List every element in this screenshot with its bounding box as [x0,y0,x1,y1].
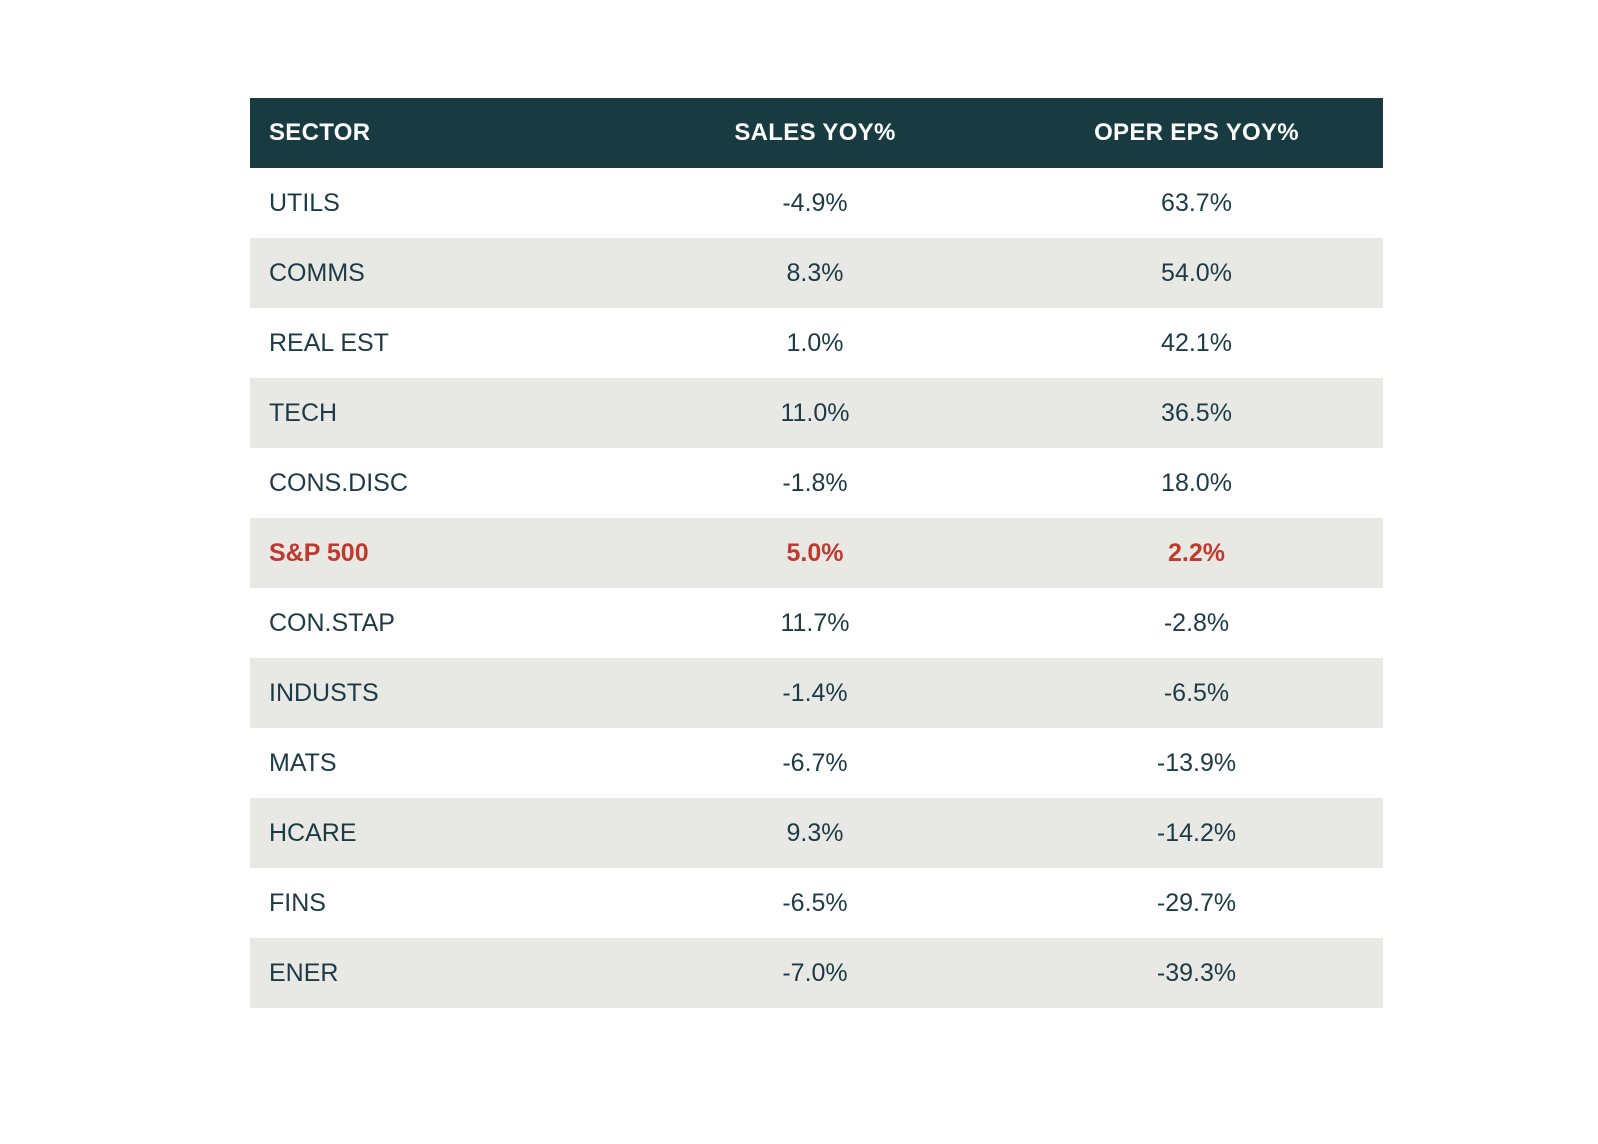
oper-eps-yoy-cell: -29.7% [1156,888,1237,917]
sales-yoy-cell: -6.7% [782,748,848,777]
table-row: REAL EST 1.0% 42.1% [250,308,1383,378]
table-header-row: SECTOR SALES YOY% OPER EPS YOY% [250,98,1383,168]
oper-eps-yoy-cell: 2.2% [1168,538,1225,567]
sector-cell: INDUSTS [269,678,379,707]
oper-eps-yoy-cell: -6.5% [1163,678,1230,707]
table-row: COMMS 8.3% 54.0% [250,238,1383,308]
sector-cell: FINS [269,888,326,917]
oper-eps-yoy-cell: 63.7% [1161,188,1232,217]
sector-cell: S&P 500 [269,538,369,567]
sector-cell: REAL EST [269,328,389,357]
column-header-sector: SECTOR [269,119,371,146]
table-row: MATS -6.7% -13.9% [250,728,1383,798]
oper-eps-yoy-cell: -39.3% [1156,958,1237,987]
oper-eps-yoy-cell: -13.9% [1156,748,1237,777]
sector-cell: CONS.DISC [269,468,408,497]
table-body: UTILS -4.9% 63.7% COMMS 8.3% 54.0% REAL EST 1.0… [250,168,1383,1008]
sales-yoy-cell: 11.0% [780,398,850,427]
sector-cell: UTILS [269,188,340,217]
sales-yoy-cell: -1.8% [782,468,848,497]
table-row: CONS.DISC -1.8% 18.0% [250,448,1383,518]
sector-cell: HCARE [269,818,357,847]
sector-cell: ENER [269,958,339,987]
sector-cell: MATS [269,748,337,777]
sales-yoy-cell: 1.0% [786,328,844,357]
table-row: FINS -6.5% -29.7% [250,868,1383,938]
oper-eps-yoy-cell: 36.5% [1161,398,1232,427]
oper-eps-yoy-cell: -14.2% [1156,818,1237,847]
table-row: TECH 11.0% 36.5% [250,378,1383,448]
table-row: UTILS -4.9% 63.7% [250,168,1383,238]
table-row: ENER -7.0% -39.3% [250,938,1383,1008]
sales-yoy-cell: -6.5% [782,888,848,917]
oper-eps-yoy-cell: 54.0% [1161,258,1232,287]
sector-cell: COMMS [269,258,365,287]
sector-cell: TECH [269,398,338,427]
sales-yoy-cell: 9.3% [786,818,844,847]
sales-yoy-cell: 11.7% [780,608,850,637]
table-row: INDUSTS -1.4% -6.5% [250,658,1383,728]
sector-performance-table: SECTOR SALES YOY% OPER EPS YOY% UTILS -4.… [250,98,1383,1008]
sales-yoy-cell: -1.4% [782,678,848,707]
table-row-sp500-highlight: S&P 500 5.0% 2.2% [250,518,1383,588]
oper-eps-yoy-cell: -2.8% [1163,608,1230,637]
column-header-oper-eps-yoy: OPER EPS YOY% [1094,119,1299,146]
table-row: CON.STAP 11.7% -2.8% [250,588,1383,658]
oper-eps-yoy-cell: 42.1% [1161,328,1232,357]
oper-eps-yoy-cell: 18.0% [1161,468,1232,497]
sales-yoy-cell: -4.9% [782,188,848,217]
sales-yoy-cell: -7.0% [782,958,848,987]
column-header-sales-yoy: SALES YOY% [734,119,896,146]
sector-cell: CON.STAP [269,608,395,637]
sales-yoy-cell: 5.0% [786,538,844,567]
sales-yoy-cell: 8.3% [786,258,844,287]
table-row: HCARE 9.3% -14.2% [250,798,1383,868]
